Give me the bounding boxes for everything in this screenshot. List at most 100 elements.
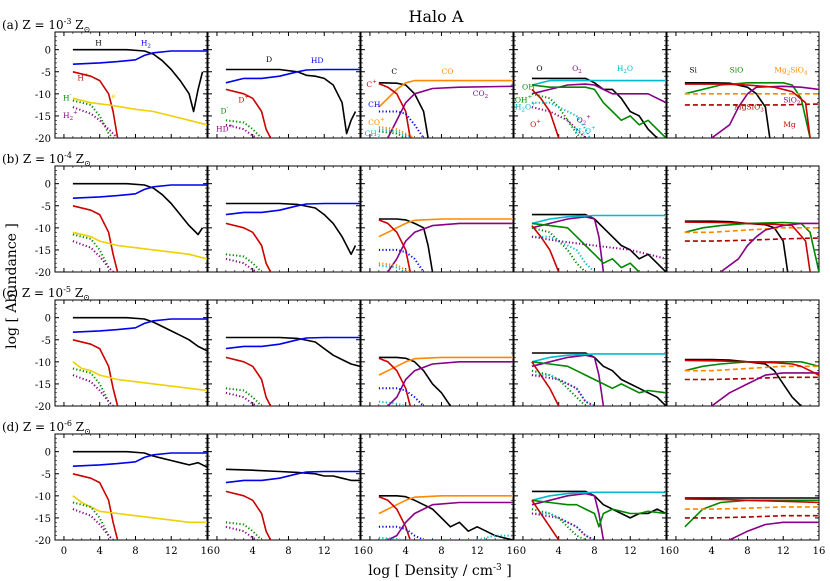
species-label: CH2 [365,129,381,140]
species-label: H- [63,92,72,102]
species-label: H3O+ [575,126,596,138]
x-tick-label: 12 [624,546,637,557]
series-line [72,501,114,540]
series-line [378,248,425,272]
series-group [225,468,360,540]
species-label: O+ [530,119,541,129]
series-line [531,216,605,272]
series-line [378,219,411,272]
series-line [387,222,513,272]
x-tick-label: 0 [214,546,220,557]
species-label-superscript: + [531,101,536,107]
series-line [72,318,207,333]
species-label: CO [441,67,453,76]
species-label: SiO [730,66,744,75]
species-label: H2 [141,39,151,50]
chart-panel: 0 4 8 12 16 [513,433,672,557]
row-label-exponent: -3 [64,17,72,26]
row-label: (d) Z = 10-6 Z⊙ [2,419,91,436]
chart-panel [207,299,361,407]
series-line [378,79,513,108]
row-label-text: (a) Z = 10 [2,18,64,32]
panel-frame [207,433,361,541]
series-line [531,490,666,519]
x-tick-label: 4 [403,546,409,557]
series-line [72,106,119,138]
species-label-base: D [221,107,227,116]
series-line [378,357,411,406]
species-label-base: SiO [783,96,797,105]
species-label-base: Mg [774,66,787,75]
series-line [531,361,560,406]
y-tick-label: -15 [35,514,51,525]
species-label: CO2 [473,89,488,100]
series-line [72,182,204,236]
species-label-base: O [530,120,536,129]
series-line [531,353,666,363]
sun-symbol: ⊙ [83,293,90,302]
row-label-suffix: Z [72,420,84,434]
series-line [531,84,666,138]
species-label-subscript: 3 [760,107,764,113]
species-label-superscript: - [116,90,118,96]
y-tick-label: -20 [35,268,51,279]
series-group [531,213,666,272]
sun-symbol: ⊙ [84,159,91,168]
x-axis-label-exponent: -3 [493,563,502,573]
species-label-subscript: 3 [581,132,585,138]
series-line [720,222,819,272]
series-group [684,358,819,406]
y-tick-label: -5 [41,470,51,481]
species-label: D+ [238,95,249,105]
panel-frame [666,299,820,407]
panel-frame [207,31,361,139]
series-line [531,222,640,272]
series-line [684,498,819,504]
species-label-base: MgSiO [734,102,760,111]
series-line [378,218,434,272]
series-line [531,352,666,406]
series-line [531,508,586,540]
y-tick-label: -20 [35,536,51,547]
chart-panel: 0 4 8 12 16 [360,433,519,557]
series-line [684,514,819,519]
species-label: O2 [572,64,582,75]
species-label: OH [522,82,535,91]
series-line [531,492,605,540]
series-line [378,534,513,540]
series-line [531,213,666,272]
y-tick-label: -15 [35,380,51,391]
series-line [729,521,819,540]
panel-frame [360,299,514,407]
species-label: e- [111,90,117,100]
series-line [531,499,560,540]
species-label-superscript: + [591,126,596,132]
series-line [225,202,357,256]
chart-panel [666,165,820,273]
series-line [225,387,263,406]
species-label-subscript: 2 [578,69,582,75]
x-axis-label: log [ Density / cm-3 ] [368,563,511,579]
species-label: D [266,55,272,64]
x-tick-label: 8 [591,546,597,557]
x-tick-label: 4 [250,546,256,557]
species-label-base: H [63,93,70,102]
species-label-base: H [141,39,148,48]
series-line [225,88,272,138]
species-label-base: OH [515,96,528,105]
x-tick-label: 4 [709,546,715,557]
series-group [531,490,666,540]
series-line [72,452,207,467]
y-tick-label: -5 [41,336,51,347]
series-line [378,495,513,540]
x-tick-label: 0 [673,546,679,557]
species-label: HD+ [216,123,234,133]
y-tick-label: 0 [45,448,51,459]
species-label-superscript: - [70,92,72,98]
species-label-extra: O [525,102,531,111]
species-label-superscript: + [586,115,591,121]
y-tick-label: -15 [35,246,51,257]
species-label-superscript: + [528,95,533,101]
series-line [72,473,119,540]
